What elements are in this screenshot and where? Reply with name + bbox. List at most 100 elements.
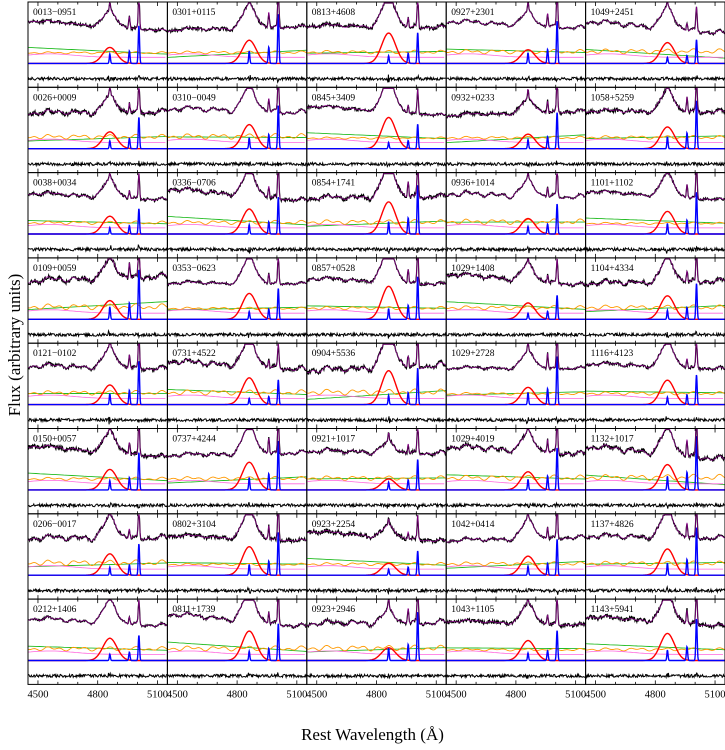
feii-template-line [27,51,168,55]
panel: 0921+1017 [306,428,447,515]
panel-label: 0923+2946 [312,605,356,615]
panel: 1132+1017 [585,428,725,515]
x-tick-label: 4500 [585,689,606,700]
panel-label: 0731+4522 [172,349,216,359]
panel-label: 0811+1739 [172,605,215,615]
residual-line [446,75,586,83]
panel: 1101+1102 [585,172,725,259]
model-fit-line [167,173,307,202]
host-galaxy-line [27,224,166,229]
model-fit-line [167,429,307,458]
panel-label: 0212+1406 [33,605,77,615]
narrow-lines [306,611,446,662]
panel: 0811+1739 [166,598,308,685]
narrow-lines [28,269,168,320]
broad-hbeta-line [585,548,725,576]
panel: 0038+0034 [27,172,168,259]
residual-line [446,245,586,254]
residual-line [28,416,168,425]
model-fit-line [167,258,307,285]
observed-spectrum [585,599,725,630]
host-galaxy-line [585,224,723,229]
model-fit-line [27,172,168,201]
panel: 1116+4123 [585,342,725,430]
broad-hbeta-line [446,386,586,406]
narrow-lines [306,32,446,65]
feii-template-line [167,133,308,140]
residual-line [167,672,307,680]
residual-line [27,160,168,168]
panel-label: 1029+1408 [451,264,495,274]
powerlaw-continuum-line [167,641,307,652]
panel: 0121−0102 [27,342,168,430]
feii-template-line [306,219,447,225]
residual-line [306,246,447,254]
x-tick-label: 4800 [366,689,387,700]
model-fit-line [306,173,447,201]
host-galaxy-line [306,565,445,570]
feii-template-line [446,218,586,225]
model-fit-line [585,2,725,35]
residual-line [446,587,586,595]
powerlaw-continuum-line [306,390,447,400]
model-fit-line [585,343,725,370]
panel: 0857+0528 [306,257,447,344]
narrow-lines [167,440,307,491]
host-galaxy-line [27,480,166,485]
model-fit-line [306,2,447,29]
residual-line [446,672,586,680]
feii-template-line [167,476,307,481]
host-galaxy-line [446,53,584,58]
panel: 1029+2728 [445,342,587,430]
host-galaxy-line [446,480,584,485]
feii-template-line [306,644,447,652]
panel-label: 1049+2451 [591,8,635,18]
narrow-lines [28,117,168,150]
panel-label: 1143+5941 [591,605,634,615]
broad-hbeta-line [306,32,446,65]
narrow-lines [306,124,446,150]
residual-line [446,501,586,509]
panel-label: 0206−0017 [33,520,77,530]
residual-line [446,160,586,169]
model-fit-line [167,599,307,628]
residual-line [306,672,447,680]
feii-template-line [27,476,168,481]
y-axis-label: Flux (arbitrary units) [5,273,24,417]
panel-label: 0336−0706 [172,179,216,189]
powerlaw-continuum-line [585,217,725,224]
x-tick-label: 4500 [27,689,48,700]
residual-line [306,73,446,83]
panel: 0026+0009 [27,86,168,174]
host-galaxy-line [27,565,166,570]
residual-line [27,328,168,340]
host-galaxy-line [585,480,723,485]
panel-label: 0038+0034 [33,179,77,189]
residual-line [28,501,168,509]
powerlaw-continuum-line [585,305,725,313]
feii-template-line [306,136,447,140]
broad-hbeta-line [167,461,307,491]
model-fit-line [27,2,168,32]
narrow-lines [306,368,446,406]
powerlaw-continuum-line [306,50,447,54]
observed-spectrum [585,258,725,288]
narrow-lines [585,618,725,662]
panel-label: 0737+4244 [172,435,216,445]
host-galaxy-line [585,394,723,399]
feii-template-line [585,473,725,481]
powerlaw-continuum-line [446,560,586,569]
panel: 0813+4608 [306,1,447,88]
narrow-lines [167,288,307,320]
residual-line [585,672,725,680]
model-fit-line [306,599,447,627]
broad-hbeta-line [446,639,586,662]
panel: 0150+0057 [27,428,168,515]
model-fit-line [585,514,725,540]
panel: 1058+5259 [585,86,725,174]
narrow-lines [167,379,307,406]
residual-line [167,75,307,84]
feii-template-line [446,49,586,55]
feii-template-line [446,305,586,311]
model-fit-line [306,343,447,374]
